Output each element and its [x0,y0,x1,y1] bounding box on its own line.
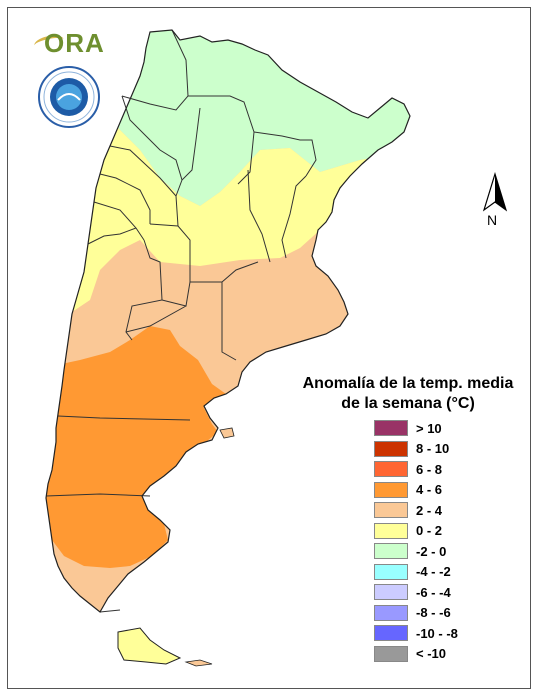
legend-swatch [374,604,408,621]
legend-label: < -10 [416,646,446,662]
legend-swatch [374,625,408,642]
legend-item: > 10 [374,418,524,439]
legend-label: -8 - -6 [416,605,451,621]
legend-item: -8 - -6 [374,603,524,624]
north-label: N [487,212,498,228]
legend-label: 0 - 2 [416,523,443,539]
smn-seal-icon [38,66,100,128]
legend-item: 6 - 8 [374,459,524,480]
legend-title-line2: de la semana (°C) [341,395,475,412]
legend-item: 2 - 4 [374,500,524,521]
legend-item: 0 - 2 [374,521,524,542]
legend-title: Anomalía de la temp. media de la semana … [288,374,528,414]
legend-item: 4 - 6 [374,480,524,501]
legend-item: -2 - 0 [374,541,524,562]
legend-label: 2 - 4 [416,502,443,518]
legend-label: -4 - -2 [416,564,451,580]
legend: > 10 8 - 10 6 - 8 4 - 6 2 - 4 0 - 2 -2 - 0 -4 -… [374,418,524,664]
legend-swatch [374,645,408,662]
legend-item: -6 - -4 [374,582,524,603]
legend-label: -2 - 0 [416,543,447,559]
legend-item: -10 - -8 [374,623,524,644]
legend-swatch [374,502,408,519]
ora-logo: ORA [44,28,105,58]
legend-swatch [374,440,408,457]
legend-swatch [374,543,408,560]
legend-item: < -10 [374,644,524,665]
legend-label: 8 - 10 [416,441,450,457]
legend-item: -4 - -2 [374,562,524,583]
legend-swatch [374,522,408,539]
legend-item: 8 - 10 [374,439,524,460]
map-frame [7,7,531,689]
legend-label: -10 - -8 [416,625,458,641]
legend-swatch [374,420,408,437]
legend-label: -6 - -4 [416,584,451,600]
legend-swatch [374,461,408,478]
legend-swatch [374,584,408,601]
legend-label: 4 - 6 [416,482,443,498]
north-arrow-icon [482,172,508,212]
legend-label: 6 - 8 [416,461,443,477]
legend-swatch [374,481,408,498]
legend-title-line1: Anomalía de la temp. media [302,375,514,392]
legend-swatch [374,563,408,580]
legend-label: > 10 [416,420,442,436]
